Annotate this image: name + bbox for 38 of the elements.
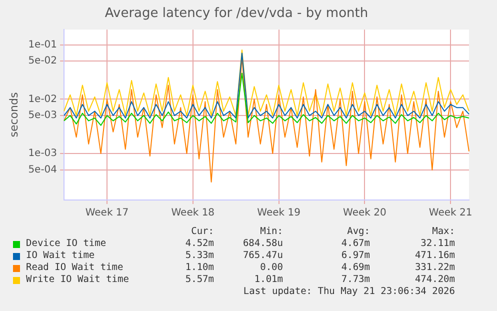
- legend-label: IO Wait time: [26, 250, 95, 261]
- chart-title: Average latency for /dev/vda - by month: [104, 6, 368, 22]
- text: Last update: Thu May 21 23:06:34 2026: [243, 286, 455, 297]
- legend-label: Device IO time: [26, 238, 106, 249]
- x-tick-label: Week 17: [85, 208, 129, 219]
- text: 0.00: [260, 262, 283, 273]
- legend-label: Write IO Wait time: [26, 274, 129, 285]
- y-tick-label: 5e-02: [28, 56, 58, 67]
- y-tick-label: 5e-04: [28, 164, 58, 176]
- text: 474.20m: [414, 274, 455, 285]
- text: 1.10m: [185, 262, 214, 273]
- text: 1.01m: [254, 274, 283, 285]
- text: 765.47u: [242, 250, 283, 261]
- text: 4.67m: [341, 238, 370, 249]
- text: 4.52m: [185, 238, 214, 249]
- y-tick-label: 1e-03: [28, 148, 58, 160]
- x-tick-label: Week 19: [257, 208, 300, 219]
- text: Avg:: [347, 226, 370, 237]
- y-tick-label: 1e-02: [28, 94, 58, 105]
- y-tick-label: 1e-01: [28, 39, 58, 50]
- text: 684.58u: [242, 238, 283, 249]
- x-tick-label: Week 20: [343, 208, 386, 219]
- y-axis-title: seconds: [7, 92, 20, 138]
- text: Cur:: [191, 226, 214, 237]
- text: Max:: [432, 226, 455, 237]
- text: 4.69m: [341, 262, 370, 273]
- text: 6.97m: [341, 250, 370, 261]
- text: 5.33m: [185, 250, 214, 261]
- text: 7.73m: [341, 274, 370, 285]
- text: 331.22m: [414, 262, 455, 273]
- text: 471.16m: [414, 250, 455, 261]
- legend-label: Read IO Wait time: [26, 262, 124, 273]
- text: Min:: [260, 226, 283, 237]
- text: 32.11m: [420, 238, 455, 249]
- text: 5.57m: [185, 274, 214, 285]
- x-tick-label: Week 18: [171, 208, 215, 219]
- y-tick-label: 5e-03: [28, 110, 58, 122]
- x-tick-label: Week 21: [428, 208, 472, 219]
